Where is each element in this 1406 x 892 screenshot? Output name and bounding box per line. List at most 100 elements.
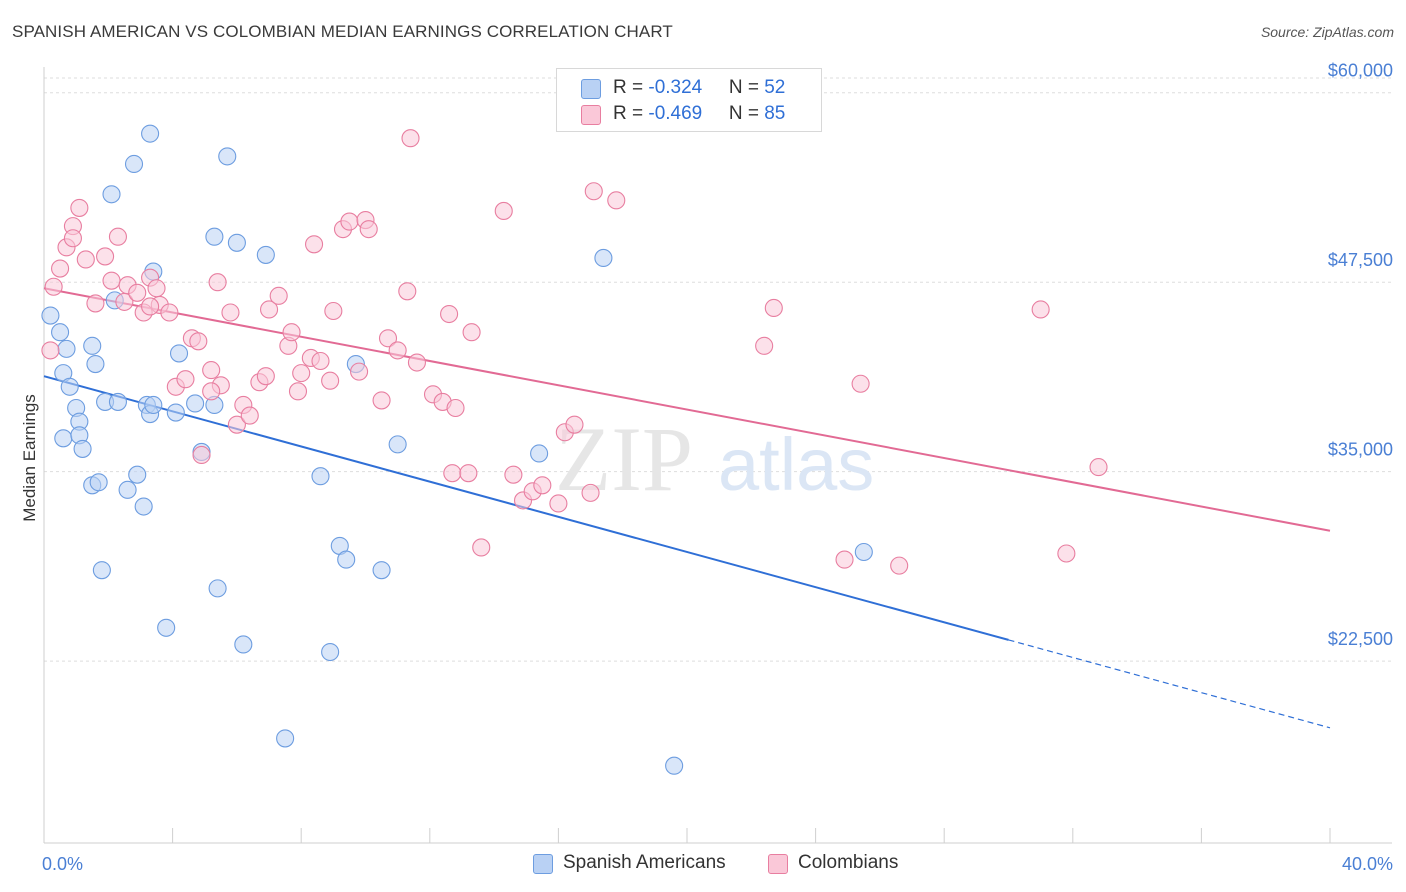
- data-point[interactable]: [157, 618, 176, 637]
- data-point[interactable]: [86, 294, 105, 313]
- data-point[interactable]: [462, 323, 481, 342]
- data-point[interactable]: [1089, 458, 1108, 477]
- data-point[interactable]: [350, 362, 369, 381]
- data-point[interactable]: [51, 259, 70, 278]
- data-point[interactable]: [51, 323, 70, 342]
- data-point[interactable]: [60, 377, 79, 396]
- data-point[interactable]: [835, 550, 854, 569]
- data-point[interactable]: [324, 301, 343, 321]
- data-point[interactable]: [70, 198, 89, 217]
- data-point[interactable]: [76, 250, 95, 269]
- data-point[interactable]: [282, 323, 301, 342]
- data-point[interactable]: [144, 395, 163, 415]
- data-point[interactable]: [92, 561, 111, 580]
- data-point[interactable]: [388, 341, 407, 360]
- data-point[interactable]: [851, 374, 870, 393]
- data-point[interactable]: [86, 354, 105, 374]
- data-point[interactable]: [446, 398, 465, 418]
- data-point[interactable]: [256, 367, 275, 386]
- data-point[interactable]: [41, 306, 60, 325]
- data-point[interactable]: [221, 303, 240, 322]
- data-point[interactable]: [340, 212, 359, 231]
- data-point[interactable]: [73, 439, 92, 458]
- data-point[interactable]: [443, 464, 462, 483]
- data-point[interactable]: [549, 494, 568, 513]
- data-point[interactable]: [208, 273, 227, 292]
- data-point[interactable]: [1057, 544, 1076, 563]
- data-point[interactable]: [169, 344, 189, 363]
- data-point[interactable]: [124, 154, 144, 174]
- data-point[interactable]: [305, 235, 324, 254]
- data-point[interactable]: [189, 332, 208, 351]
- data-point[interactable]: [205, 227, 224, 246]
- data-point[interactable]: [565, 415, 584, 434]
- data-point[interactable]: [108, 227, 127, 246]
- data-point[interactable]: [276, 729, 295, 748]
- data-point[interactable]: [227, 415, 246, 434]
- data-point[interactable]: [321, 371, 340, 390]
- data-point[interactable]: [147, 279, 166, 298]
- data-point[interactable]: [166, 403, 185, 422]
- data-point[interactable]: [388, 435, 407, 454]
- data-point[interactable]: [240, 406, 259, 425]
- data-point[interactable]: [854, 542, 873, 562]
- data-point[interactable]: [57, 339, 76, 358]
- data-point[interactable]: [269, 286, 288, 305]
- data-point[interactable]: [202, 361, 221, 380]
- data-point[interactable]: [96, 247, 115, 266]
- data-point[interactable]: [118, 480, 137, 499]
- data-point[interactable]: [102, 271, 121, 290]
- data-point[interactable]: [218, 147, 237, 166]
- data-point[interactable]: [311, 467, 330, 486]
- data-point[interactable]: [208, 579, 227, 598]
- data-point[interactable]: [494, 201, 513, 221]
- data-point[interactable]: [372, 391, 391, 410]
- data-point[interactable]: [192, 445, 211, 465]
- data-point[interactable]: [440, 304, 459, 324]
- data-point[interactable]: [607, 191, 626, 210]
- data-point[interactable]: [108, 392, 127, 411]
- data-point[interactable]: [176, 370, 195, 389]
- data-point[interactable]: [288, 382, 308, 401]
- data-point[interactable]: [128, 465, 147, 484]
- data-point[interactable]: [202, 382, 221, 401]
- data-point[interactable]: [378, 329, 398, 348]
- data-point[interactable]: [472, 538, 491, 557]
- data-point[interactable]: [665, 756, 684, 775]
- data-point[interactable]: [292, 364, 311, 383]
- data-point[interactable]: [594, 248, 613, 267]
- data-point[interactable]: [63, 229, 82, 248]
- data-point[interactable]: [504, 465, 523, 484]
- data-point[interactable]: [533, 476, 552, 495]
- data-point[interactable]: [89, 473, 108, 492]
- data-point[interactable]: [401, 129, 420, 148]
- data-point[interactable]: [398, 282, 417, 301]
- data-point[interactable]: [160, 303, 179, 322]
- data-point[interactable]: [141, 297, 160, 316]
- data-point[interactable]: [890, 556, 909, 575]
- data-point[interactable]: [227, 233, 246, 252]
- data-point[interactable]: [256, 245, 275, 264]
- data-point[interactable]: [141, 124, 160, 143]
- data-point[interactable]: [372, 561, 391, 580]
- data-point[interactable]: [755, 336, 774, 355]
- data-point[interactable]: [102, 185, 121, 204]
- data-point[interactable]: [128, 283, 147, 302]
- data-point[interactable]: [581, 483, 600, 502]
- data-point[interactable]: [530, 444, 549, 463]
- data-point[interactable]: [311, 351, 330, 371]
- data-point[interactable]: [459, 464, 478, 483]
- data-point[interactable]: [259, 300, 279, 319]
- data-point[interactable]: [186, 394, 205, 413]
- data-point[interactable]: [234, 635, 253, 654]
- data-point[interactable]: [337, 550, 356, 569]
- data-point[interactable]: [764, 298, 783, 318]
- data-point[interactable]: [407, 353, 426, 372]
- data-point[interactable]: [44, 277, 63, 296]
- data-point[interactable]: [321, 642, 340, 662]
- data-point[interactable]: [1031, 300, 1050, 319]
- data-point[interactable]: [134, 497, 153, 516]
- data-point[interactable]: [41, 341, 60, 360]
- data-point[interactable]: [584, 182, 603, 201]
- data-point[interactable]: [54, 429, 73, 448]
